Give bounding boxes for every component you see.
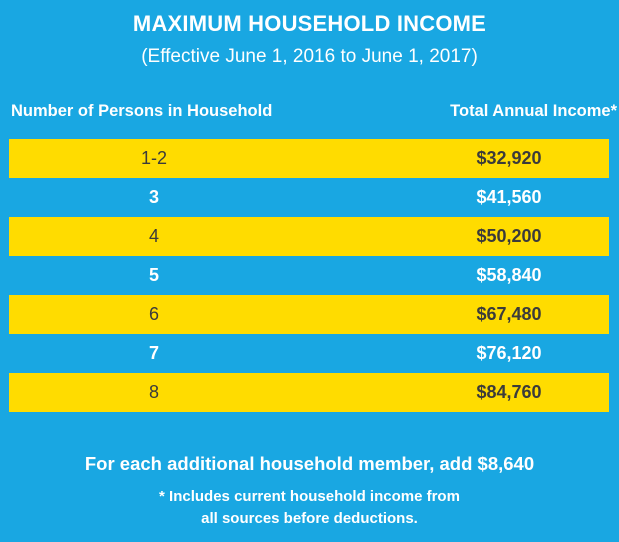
additional-member-note: For each additional household member, ad… [84,453,535,474]
annual-income: $32,920 [476,148,542,168]
table-row: 7 $76,120 [9,334,609,373]
annual-income: $58,840 [476,265,542,285]
annual-income: $50,200 [476,226,542,246]
table-row: 3 $41,560 [9,178,609,217]
household-size: 5 [148,265,159,285]
annual-income: $84,760 [476,382,542,402]
table-row: 6 $67,480 [9,295,609,334]
table-row: 1-2 $32,920 [9,139,609,178]
persons-column-header: Number of Persons in Household [11,102,273,120]
footnote-line-1: * Includes current household income from [159,488,460,505]
household-size: 3 [148,187,159,207]
household-size: 8 [148,382,159,402]
footnote: * Includes current household income from… [0,486,619,530]
page-title: MAXIMUM HOUSEHOLD INCOME [132,11,487,36]
table-header: Number of Persons in Household Total Ann… [0,102,619,124]
household-size: 6 [148,304,159,324]
table-row: 4 $50,200 [9,217,609,256]
household-size: 1-2 [140,148,167,168]
table-row: 8 $84,760 [9,373,609,412]
income-column-header: Total Annual Income* [450,102,617,120]
effective-dates-subtitle: (Effective June 1, 2016 to June 1, 2017) [141,46,478,67]
annual-income: $76,120 [476,343,542,363]
household-size: 4 [148,226,159,246]
footnote-line-2: all sources before deductions. [201,510,418,527]
household-size: 7 [148,343,159,363]
annual-income: $41,560 [476,187,542,207]
annual-income: $67,480 [476,304,542,324]
table-row: 5 $58,840 [9,256,609,295]
income-table: 1-2 $32,920 3 $41,560 4 $50,200 5 $58,84… [9,139,609,412]
